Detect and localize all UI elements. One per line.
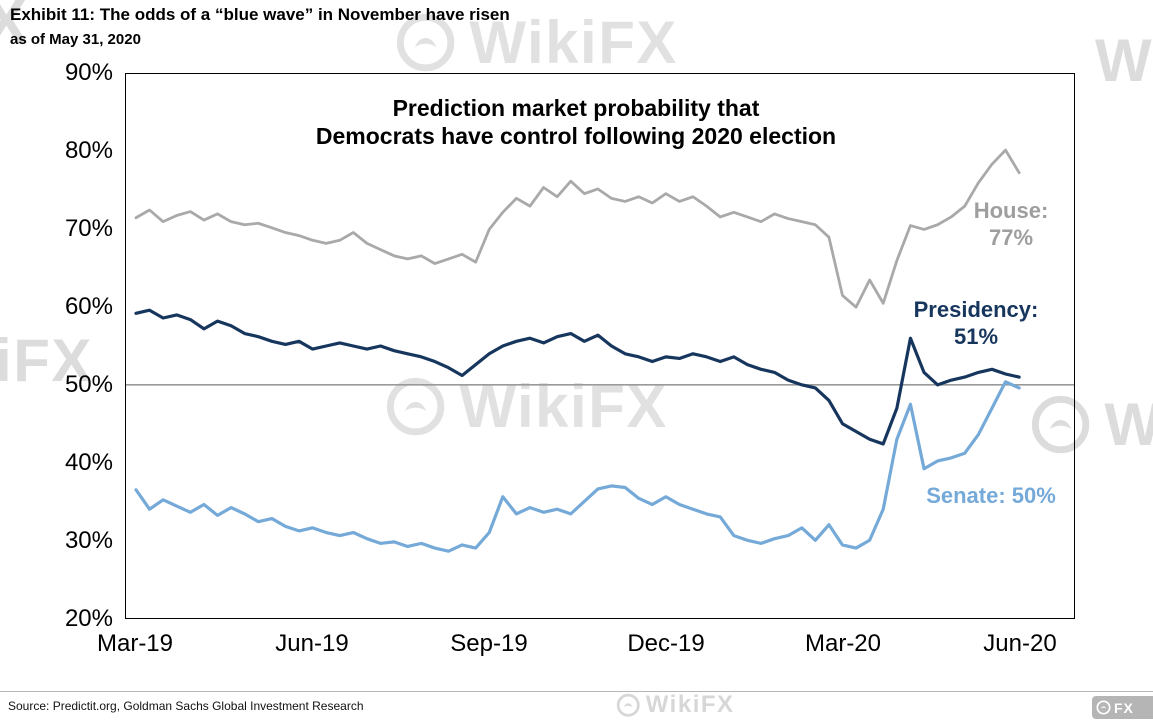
x-tick-label: Mar-20 [804,630,882,657]
y-tick-label: 90% [64,59,113,86]
y-tick-label: 80% [64,137,113,164]
wikifx-logo-icon [1096,700,1111,715]
y-tick-label: 70% [64,215,113,242]
chart-title-line2: Democrats have control following 2020 el… [315,123,837,149]
exhibit-subtitle: as of May 31, 2020 [10,31,141,48]
presidency-annotation: Presidency: 51% [913,297,1039,349]
y-tick-label: 40% [64,449,113,476]
plot-area: Prediction market probability that Democ… [125,73,1075,619]
house-annotation: House: 77% [973,198,1049,250]
wikifx-logo-icon [616,693,640,717]
series-line-house [134,148,1021,309]
source-note: Source: Predictit.org, Goldman Sachs Glo… [8,699,364,713]
footer-divider [0,691,1153,692]
x-tick-label: Sep-19 [450,630,528,657]
line-chart [126,148,1074,553]
series-line-senate [134,380,1021,553]
series-line-presidency [134,308,1021,446]
y-tick-label: 60% [64,293,113,320]
senate-annotation: Senate: 50% [926,483,1056,508]
wikifx-watermark-fragment: W [1095,27,1153,94]
x-tick-label: Jun-20 [983,630,1057,657]
wikifx-badge: FX [1092,696,1153,719]
exhibit-title: Exhibit 11: The odds of a “blue wave” in… [10,5,510,24]
chart-title-line1: Prediction market probability that [392,95,760,121]
x-tick-label: Dec-19 [627,630,705,657]
chart-title: Prediction market probability that Democ… [231,94,921,150]
wikifx-watermark-small: WikiFX [616,691,735,719]
y-tick-label: 50% [64,371,113,398]
x-tick-label: Jun-19 [275,630,349,657]
y-tick-label: 30% [64,527,113,554]
y-tick-label: 20% [64,605,113,632]
x-tick-label: Mar-19 [96,630,174,657]
